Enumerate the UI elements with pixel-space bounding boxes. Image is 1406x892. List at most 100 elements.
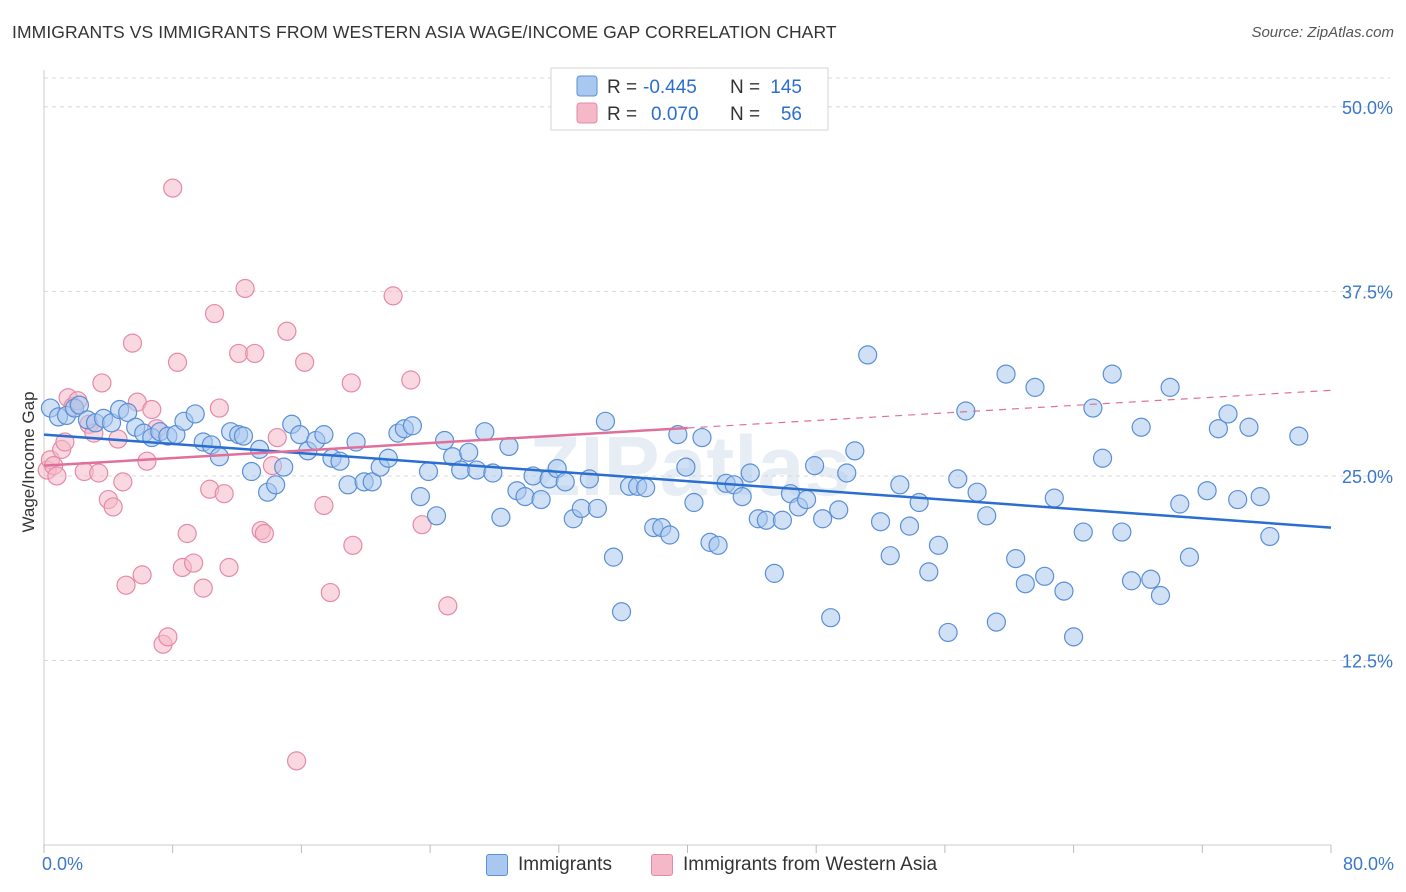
immigrants-point-89 <box>756 510 776 530</box>
y-axis-label: Wage/Income Gap <box>19 391 38 532</box>
immigrants-point-83 <box>708 535 728 555</box>
stats-r-value-2: 0.070 <box>651 104 699 125</box>
immigrants-point-68 <box>587 498 608 519</box>
immigrants-point-45 <box>402 416 423 436</box>
western-asia-point-53 <box>401 370 421 390</box>
immigrants-point-120 <box>1044 488 1064 508</box>
immigrants-point-95 <box>804 456 825 476</box>
immigrants-point-29 <box>274 457 294 477</box>
immigrants-point-59 <box>515 487 535 507</box>
immigrants-point-121 <box>1054 581 1074 601</box>
chart-title: IMMIGRANTS VS IMMIGRANTS FROM WESTERN AS… <box>12 22 837 42</box>
immigrants-point-77 <box>660 525 680 545</box>
immigrants-point-18 <box>185 404 205 424</box>
immigrants-point-37 <box>338 475 358 495</box>
trend-line-western-asia-solid <box>43 426 688 467</box>
legend-label-western-asia: Immigrants from Western Asia <box>683 854 938 875</box>
western-asia-point-51 <box>343 535 363 555</box>
western-asia-point-42 <box>254 523 274 544</box>
immigrants-point-119 <box>1035 566 1055 586</box>
immigrants-point-117 <box>1015 574 1035 594</box>
immigrants-point-40 <box>362 472 382 492</box>
y-tick-label-0: 12.5% <box>1342 651 1393 671</box>
western-asia-point-19 <box>122 333 143 353</box>
immigrants-point-4 <box>69 395 89 415</box>
western-asia-point-18 <box>116 575 136 595</box>
immigrants-point-47 <box>418 461 439 482</box>
immigrants-point-10 <box>118 402 138 423</box>
stats-r-label-1: R = <box>607 77 637 98</box>
immigrants-point-31 <box>290 425 310 445</box>
western-asia-point-50 <box>341 373 361 393</box>
immigrants-point-136 <box>1208 419 1228 439</box>
western-asia-point-49 <box>320 582 340 603</box>
immigrants-point-53 <box>467 460 487 480</box>
immigrants-point-46 <box>410 487 431 507</box>
western-asia-point-27 <box>163 178 183 198</box>
stats-r-value-1: -0.445 <box>643 77 697 98</box>
immigrants-point-49 <box>434 430 455 451</box>
immigrants-point-98 <box>829 500 849 520</box>
western-asia-point-23 <box>142 399 162 420</box>
immigrants-point-107 <box>919 562 939 582</box>
y-tick-label-2: 37.5% <box>1342 282 1393 302</box>
immigrants-point-116 <box>1006 549 1026 569</box>
western-asia-point-30 <box>177 523 197 544</box>
stats-n-value-2: 56 <box>781 104 802 125</box>
immigrants-point-104 <box>890 475 910 495</box>
immigrants-point-135 <box>1197 481 1217 501</box>
western-asia-point-54 <box>412 515 432 535</box>
western-asia-point-38 <box>229 343 249 364</box>
immigrants-point-28 <box>266 475 286 495</box>
immigrants-point-112 <box>967 482 987 502</box>
western-asia-point-32 <box>193 578 213 598</box>
western-asia-point-35 <box>209 398 229 418</box>
immigrants-point-111 <box>956 401 976 421</box>
western-asia-point-47 <box>295 352 315 372</box>
immigrants-point-78 <box>668 425 688 445</box>
immigrants-point-133 <box>1170 494 1190 514</box>
immigrants-point-87 <box>740 463 760 483</box>
y-tick-label-3: 50.0% <box>1342 98 1393 118</box>
western-asia-point-12 <box>89 463 109 483</box>
immigrants-point-141 <box>1260 526 1280 547</box>
western-asia-point-39 <box>235 278 255 299</box>
western-asia-point-55 <box>438 596 458 616</box>
legend-label-immigrants: Immigrants <box>518 854 612 875</box>
immigrants-point-110 <box>948 469 968 489</box>
western-asia-point-34 <box>204 303 225 324</box>
stats-legend: R = -0.445 N = 145 R = 0.070 N = 56 <box>550 67 829 131</box>
western-asia-point-48 <box>314 495 334 516</box>
western-asia-point-15 <box>103 497 123 517</box>
stats-n-value-1: 145 <box>770 77 802 98</box>
immigrants-point-70 <box>603 547 624 567</box>
immigrants-point-54 <box>475 422 495 442</box>
immigrants-point-91 <box>772 510 793 530</box>
immigrants-point-140 <box>1250 487 1270 507</box>
stats-n-label-1: N = <box>730 77 760 98</box>
western-asia-point-37 <box>219 557 239 578</box>
immigrants-point-34 <box>314 425 334 445</box>
immigrants-point-90 <box>764 563 784 583</box>
trend-lines <box>43 389 1332 529</box>
y-tick-labels: 12.5% 25.0% 37.5% 50.0% <box>1342 98 1393 672</box>
western-asia-point-13 <box>92 373 112 393</box>
legend-swatch-pink <box>651 854 673 876</box>
stats-legend-swatch-blue <box>576 75 598 97</box>
immigrants-point-52 <box>459 442 479 462</box>
western-asia-point-40 <box>245 343 265 364</box>
immigrants-point-105 <box>899 516 920 536</box>
immigrants-point-124 <box>1083 398 1103 418</box>
western-asia-point-3 <box>47 466 67 486</box>
immigrants-point-128 <box>1121 571 1142 591</box>
immigrants-point-86 <box>732 487 752 507</box>
western-asia-point-28 <box>167 352 188 372</box>
immigrants-point-97 <box>821 608 841 628</box>
immigrants-point-113 <box>977 506 997 526</box>
immigrants-point-69 <box>595 411 616 431</box>
western-asia-point-46 <box>286 751 307 771</box>
immigrants-point-81 <box>692 427 712 448</box>
immigrants-point-127 <box>1112 522 1132 542</box>
immigrants-point-66 <box>571 498 591 519</box>
immigrants-point-100 <box>845 441 865 461</box>
